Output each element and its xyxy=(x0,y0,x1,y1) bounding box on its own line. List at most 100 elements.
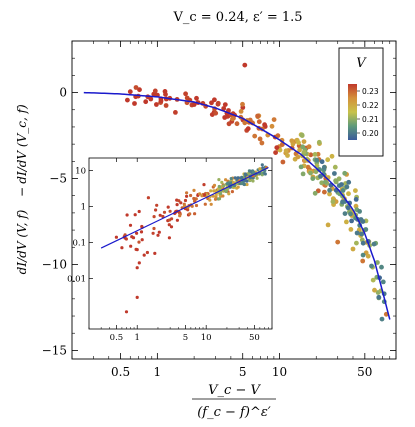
scatter-point xyxy=(212,97,217,103)
scatter-point xyxy=(380,279,386,285)
scatter-point xyxy=(275,133,281,139)
inset-scatter-point xyxy=(198,192,202,196)
inset-scatter-point xyxy=(135,295,139,299)
inset-scatter-point xyxy=(227,192,231,196)
inset-scatter-point xyxy=(156,233,160,237)
scatter-point xyxy=(310,176,316,182)
inset-x-tick-label: 0.5 xyxy=(110,333,124,343)
scatter-point xyxy=(360,252,366,258)
scatter-point xyxy=(289,138,295,144)
scatter-point xyxy=(221,106,227,111)
inset-scatter-point xyxy=(242,182,246,187)
scatter-point xyxy=(230,116,235,122)
x-axis-label-denominator: (f_c − f)^ε′ xyxy=(197,405,271,420)
scatter-point xyxy=(240,101,245,107)
inset-scatter-point xyxy=(140,238,144,242)
inset-scatter-point xyxy=(217,184,221,189)
scatter-point xyxy=(222,102,228,107)
colorbar-tick-label: 0.21 xyxy=(362,115,379,124)
scatter-point xyxy=(369,263,374,269)
scatter-point xyxy=(345,205,351,211)
scatter-point xyxy=(256,119,262,125)
scatter-point xyxy=(319,180,325,186)
inset-scatter-point xyxy=(192,188,196,192)
scatter-point xyxy=(257,136,263,142)
inset-scatter-point xyxy=(137,261,141,265)
colorbar-ticks: 0.23 0.22 0.21 0.20 xyxy=(357,87,379,138)
main-plot-area: 0.5 1 5 10 50 0 −5 −10 −15 xyxy=(42,40,397,379)
scatter-point xyxy=(353,188,358,194)
scatter-point xyxy=(271,117,277,122)
scatter-point xyxy=(375,260,380,265)
scatter-point xyxy=(354,230,360,236)
scatter-point xyxy=(348,227,354,232)
scatter-point xyxy=(308,152,314,158)
scatter-point xyxy=(209,100,214,106)
scatter-point xyxy=(379,316,385,322)
scatter-point xyxy=(371,241,377,247)
scatter-point xyxy=(273,150,278,156)
inset-scatter-point xyxy=(142,253,146,257)
inset-scatter-point xyxy=(130,235,134,239)
scatter-point xyxy=(295,154,301,160)
scatter-point xyxy=(137,87,142,93)
scatter-point xyxy=(350,246,356,252)
scatter-point xyxy=(365,253,371,259)
scatter-point xyxy=(376,294,382,300)
scatter-point xyxy=(327,191,332,197)
scatter-point xyxy=(363,227,369,232)
scatter-point xyxy=(173,110,178,115)
inset-scatter-point xyxy=(183,198,188,203)
main-plot-frame xyxy=(71,40,397,360)
colorbar-box xyxy=(338,47,384,157)
inset-scatter-point xyxy=(222,184,226,188)
inset-scatter-point xyxy=(185,194,189,198)
scatter-point xyxy=(342,170,348,176)
inset-scatter-point xyxy=(120,246,124,250)
inset-scatter-point xyxy=(178,214,182,218)
inset-scatter-point xyxy=(179,201,183,205)
scatter-point xyxy=(234,121,240,127)
x-tick-label: 10 xyxy=(272,365,287,379)
scatter-point xyxy=(238,109,244,114)
scatter-point xyxy=(340,199,345,205)
inset-scatter-point xyxy=(152,215,156,219)
colorbar-tick-label: 0.23 xyxy=(362,87,379,96)
y-axis-label: dI/dV (V, f) − dI/dV (V_c, f) xyxy=(15,104,29,274)
inset-y-tick-label: 0.01 xyxy=(67,275,86,285)
scatter-point xyxy=(336,176,342,182)
inset-scatter-point xyxy=(155,203,159,207)
inset-scatter-point xyxy=(114,235,118,239)
inset-scatter-point xyxy=(214,195,218,199)
colorbar-gradient xyxy=(348,84,357,140)
scatter-point xyxy=(357,209,362,214)
inset-scatter-point xyxy=(166,205,170,209)
inset-x-tick-label: 50 xyxy=(249,333,260,343)
inset-scatter-point xyxy=(251,170,255,174)
inset-fit-curve xyxy=(100,166,269,249)
inset-scatter-point xyxy=(137,209,141,214)
scatter-point xyxy=(359,231,364,237)
inset-scatter-point xyxy=(135,248,139,252)
scatter-point xyxy=(316,139,322,145)
y-tick-label: −15 xyxy=(42,343,67,357)
inset-scatter-point xyxy=(167,236,171,240)
scatter-point xyxy=(340,188,346,193)
inset-scatter-point xyxy=(212,183,217,187)
scatter-point xyxy=(283,148,289,154)
scatter-point xyxy=(344,184,350,190)
inset-scatter-point xyxy=(175,203,179,207)
y-tick-label: 0 xyxy=(59,86,67,100)
inset-scatter-point xyxy=(137,240,141,244)
scatter-point xyxy=(333,178,338,184)
scatter-point xyxy=(127,89,133,95)
scatter-point xyxy=(269,123,275,129)
inset-scatter-point xyxy=(220,180,224,184)
scatter-point xyxy=(255,113,260,119)
inset-axis-ticks: 0.5 1 5 10 50 10 1 0.1 0.01 xyxy=(67,158,273,343)
scatter-point xyxy=(143,99,149,105)
scatter-point xyxy=(379,264,384,270)
scatter-point xyxy=(163,103,169,108)
scatter-point xyxy=(313,169,319,175)
scatter-point xyxy=(242,62,248,68)
